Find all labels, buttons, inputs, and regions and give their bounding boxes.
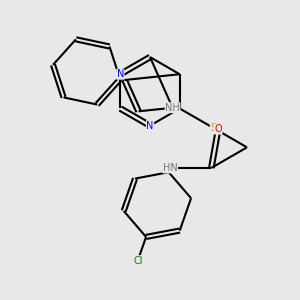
Text: N: N: [146, 121, 154, 130]
Text: HN: HN: [163, 163, 178, 173]
Text: O: O: [214, 124, 222, 134]
Text: Cl: Cl: [133, 256, 142, 266]
Text: S: S: [210, 123, 216, 133]
Text: NH: NH: [165, 103, 180, 113]
Text: N: N: [117, 69, 124, 79]
